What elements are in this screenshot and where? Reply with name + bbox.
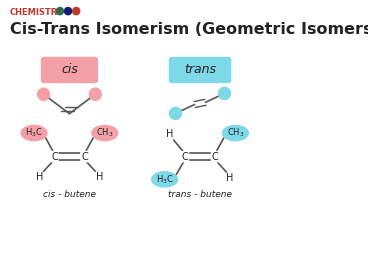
Text: H: H xyxy=(166,129,174,139)
Text: C: C xyxy=(182,152,188,162)
Circle shape xyxy=(56,8,63,15)
Text: trans: trans xyxy=(184,63,216,76)
Text: CH$_3$: CH$_3$ xyxy=(227,127,244,139)
Text: Cis-Trans Isomerism (Geometric Isomers): Cis-Trans Isomerism (Geometric Isomers) xyxy=(10,22,368,37)
Text: H$_3$C: H$_3$C xyxy=(156,173,174,186)
Text: trans - butene: trans - butene xyxy=(168,190,232,199)
Circle shape xyxy=(219,87,230,99)
Circle shape xyxy=(89,88,101,100)
Text: H: H xyxy=(96,172,103,183)
Ellipse shape xyxy=(21,125,47,141)
Circle shape xyxy=(73,8,80,15)
Ellipse shape xyxy=(92,125,118,141)
Text: CHEMISTRY: CHEMISTRY xyxy=(10,8,63,17)
Text: cis: cis xyxy=(61,63,78,76)
FancyBboxPatch shape xyxy=(169,57,231,83)
Ellipse shape xyxy=(223,125,248,141)
Text: H: H xyxy=(226,173,234,183)
Ellipse shape xyxy=(152,172,178,187)
Text: C: C xyxy=(81,152,88,162)
Circle shape xyxy=(38,88,50,100)
Circle shape xyxy=(170,107,181,120)
Text: CH$_3$: CH$_3$ xyxy=(96,127,114,139)
FancyBboxPatch shape xyxy=(41,57,98,83)
Text: cis - butene: cis - butene xyxy=(43,190,96,199)
Circle shape xyxy=(64,8,72,15)
Text: C: C xyxy=(51,152,58,162)
Text: H$_3$C: H$_3$C xyxy=(25,127,43,139)
Text: C: C xyxy=(212,152,218,162)
Text: H: H xyxy=(36,172,43,183)
